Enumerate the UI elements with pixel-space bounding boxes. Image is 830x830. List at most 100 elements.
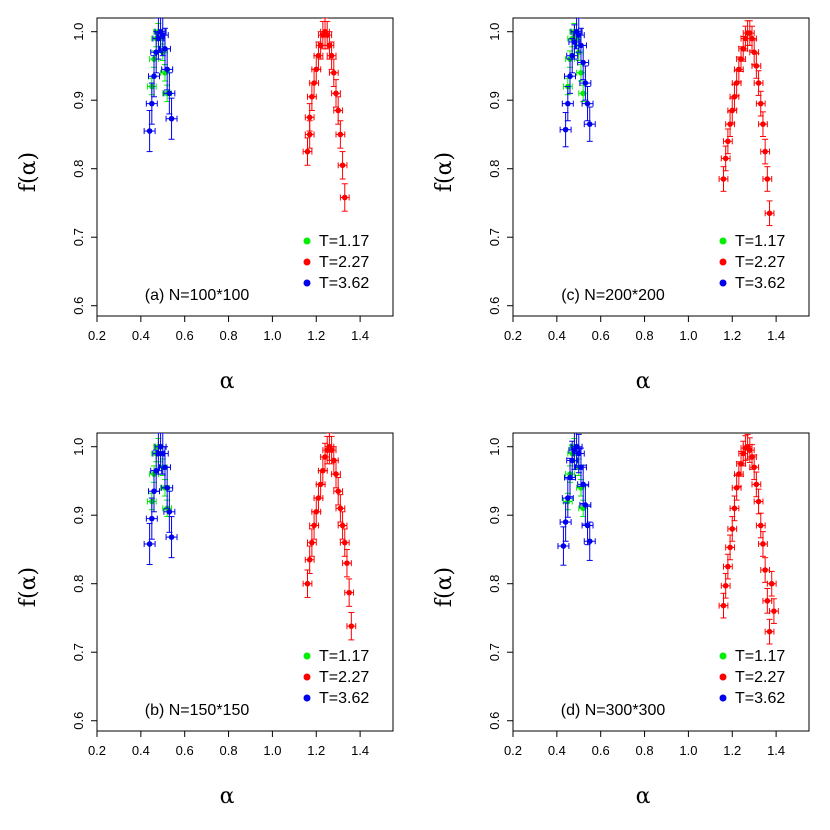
data-point (341, 539, 348, 546)
data-point (586, 121, 593, 127)
data-point (322, 454, 328, 460)
y-tick-label: 0.9 (71, 506, 86, 524)
y-tick-label: 0.6 (487, 297, 502, 315)
legend-marker (303, 673, 311, 681)
panel-2: 0.2 0.4 0.6 0.8 1.0 1.2 1.4 0.6 0.7 0.8 0.9 1.0 α f(α… (16, 432, 394, 809)
data-point (153, 49, 159, 56)
data-point (315, 52, 322, 59)
data-point (166, 90, 173, 97)
data-point (333, 471, 339, 477)
data-point (168, 115, 175, 122)
data-point (306, 556, 313, 563)
x-tick-label: 1.0 (679, 328, 697, 343)
data-point (565, 100, 571, 107)
legend-label: T=3.62 (319, 690, 369, 707)
x-tick-label: 0.6 (592, 328, 610, 343)
data-point (740, 46, 747, 52)
x-tick-label: 0.2 (504, 743, 522, 758)
data-point (768, 580, 775, 587)
data-point (736, 471, 742, 477)
panel-1: 0.2 0.4 0.6 0.8 1.0 1.2 1.4 0.6 0.7 0.8 0.9 1.0 α f(α… (432, 17, 810, 394)
data-point (578, 70, 584, 76)
y-tick-label: 0.6 (71, 297, 86, 315)
series-T=2.27 (718, 20, 775, 227)
data-point (346, 589, 352, 596)
x-tick-label: 1.0 (679, 743, 697, 758)
data-point (151, 73, 157, 80)
data-point (326, 42, 333, 49)
data-point (760, 121, 766, 127)
series-T=3.62 (143, 433, 178, 566)
legend-label: T=1.17 (735, 648, 785, 665)
data-point (722, 582, 729, 589)
plot-frame (96, 17, 394, 317)
legend-label: T=1.17 (735, 233, 785, 250)
data-point (747, 30, 753, 36)
legend-marker (719, 694, 727, 702)
plot-frame (96, 432, 394, 732)
data-point (335, 488, 341, 495)
data-point (331, 70, 337, 76)
x-axis-title: α (636, 784, 651, 809)
data-point (157, 443, 164, 450)
panel-0: 0.2 0.4 0.6 0.8 1.0 1.2 1.4 0.6 0.7 0.8 0.9 1.0 α f(α… (16, 17, 394, 394)
data-point (164, 66, 170, 73)
data-point (149, 515, 155, 522)
data-point (762, 148, 768, 155)
data-point (720, 176, 727, 182)
data-point (304, 148, 311, 155)
x-tick-label: 1.4 (351, 743, 369, 758)
data-point (575, 32, 582, 38)
y-axis-title: f(α) (16, 567, 41, 607)
x-tick-label: 0.4 (548, 743, 566, 758)
x-tick-label: 0.6 (176, 328, 194, 343)
x-tick-label: 1.2 (307, 328, 325, 343)
x-tick-label: 1.0 (263, 328, 281, 343)
data-point (304, 580, 311, 587)
data-point (149, 100, 155, 107)
plot-frame (512, 432, 810, 732)
data-point (731, 505, 738, 512)
data-point (766, 210, 773, 217)
legend-marker (719, 237, 727, 245)
plot-frame (512, 17, 810, 317)
data-point (339, 522, 346, 529)
x-tick-label: 1.2 (723, 328, 741, 343)
data-point (766, 628, 773, 635)
data-point (146, 128, 153, 134)
y-tick-label: 1.0 (487, 438, 502, 456)
data-point (317, 42, 324, 49)
x-tick-label: 1.4 (767, 328, 785, 343)
y-tick-label: 0.7 (71, 228, 86, 246)
data-point (753, 481, 760, 488)
y-tick-label: 0.6 (487, 712, 502, 730)
x-tick-label: 1.2 (723, 743, 741, 758)
data-point (344, 560, 350, 566)
data-point (164, 485, 170, 491)
legend-marker (719, 279, 727, 287)
panel-label: (d) N=300*300 (561, 702, 666, 719)
x-axis-title: α (220, 784, 235, 809)
legend-marker (719, 258, 727, 266)
data-point (168, 534, 175, 540)
data-point (725, 563, 731, 570)
legend-label: T=1.17 (319, 648, 369, 665)
series-T=2.27 (718, 433, 779, 645)
data-point (764, 598, 771, 604)
legend-marker (303, 237, 311, 245)
data-point (755, 498, 762, 505)
data-point (337, 131, 344, 138)
x-tick-label: 0.2 (88, 328, 106, 343)
data-point (560, 543, 567, 549)
x-tick-label: 1.4 (351, 328, 369, 343)
legend-label: T=3.62 (735, 690, 785, 707)
y-tick-label: 0.9 (71, 91, 86, 109)
y-axis-title: f(α) (432, 567, 457, 607)
y-tick-label: 0.8 (71, 575, 86, 593)
data-point (757, 522, 764, 529)
legend-marker (303, 652, 311, 660)
data-point (339, 162, 346, 169)
legend-marker (303, 279, 311, 287)
data-point (747, 447, 753, 453)
data-point (582, 80, 589, 86)
